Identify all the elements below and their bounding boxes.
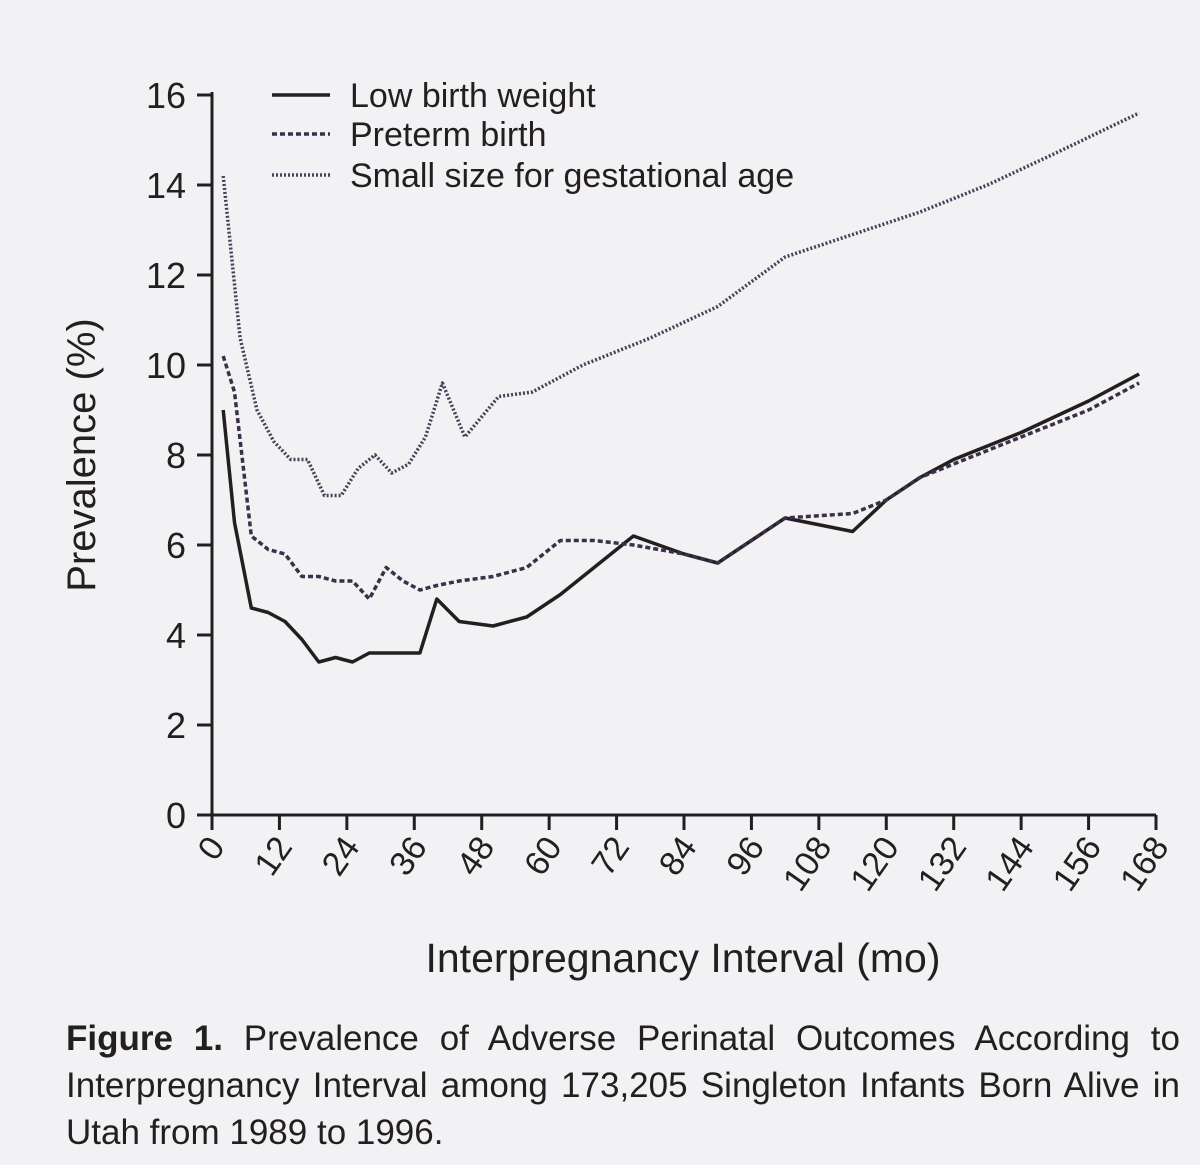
x-tick-label: 132 [911,830,975,898]
x-tick-label: 96 [719,830,772,883]
x-tick-label: 0 [191,830,233,867]
x-tick-label: 12 [247,830,300,883]
x-axis-label: Interpregnancy Interval (mo) [425,935,940,981]
x-tick-label: 24 [315,830,368,883]
x-tick-label: 108 [776,830,840,898]
x-tick-label: 36 [382,830,435,883]
y-axis-label: Prevalence (%) [60,318,104,591]
legend-label: Small size for gestational age [350,157,794,195]
x-ticks: 0 12 24 36 48 60 72 84 96 108 120 132 144 156 168 [191,815,1177,898]
y-tick-label: 14 [146,165,186,206]
x-tick-label: 84 [652,830,705,883]
x-tick-label: 156 [1045,830,1109,898]
series-line-preterm-birth [221,355,1140,601]
series-line-low-birth-weight [221,372,1140,664]
y-tick-label: 6 [166,525,186,566]
legend-label: Preterm birth [350,116,547,154]
y-tick-label: 0 [166,795,186,836]
y-tick-label: 16 [146,75,186,116]
x-tick-label: 144 [978,830,1042,898]
y-ticks: 0 2 4 6 8 10 12 14 16 [146,75,212,836]
x-tick-label: 72 [584,830,637,883]
x-tick-label: 120 [843,830,907,898]
x-tick-label: 60 [517,830,570,883]
figure-caption: Figure 1. Prevalence of Adverse Perinata… [66,1015,1180,1156]
y-tick-label: 12 [146,255,186,296]
y-tick-label: 8 [166,435,186,476]
x-tick-label: 168 [1113,830,1177,898]
x-tick-label: 48 [449,830,502,883]
series-line-small-size-for-gestational-age [221,111,1140,498]
y-tick-label: 2 [166,705,186,746]
y-tick-label: 4 [166,615,186,656]
series-lines [221,111,1140,664]
y-tick-label: 10 [146,345,186,386]
caption-label: Figure 1. [66,1019,223,1058]
caption-text: Prevalence of Adverse Perinatal Outcomes… [66,1019,1180,1152]
legend-label: Low birth weight [350,77,596,115]
